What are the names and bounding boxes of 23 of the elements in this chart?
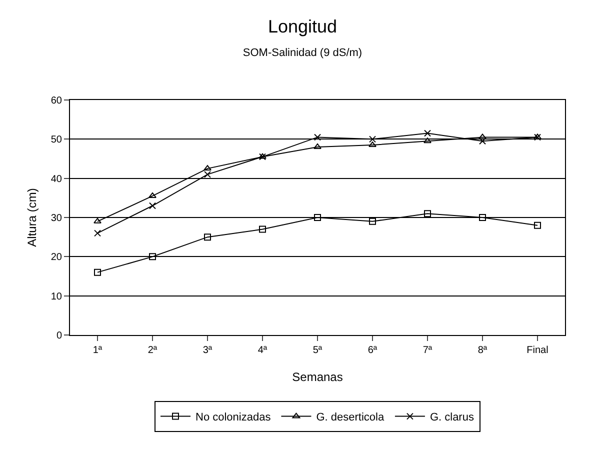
legend-label: G. clarus (430, 412, 474, 424)
y-tick-label: 0 (56, 330, 62, 342)
x-tick-label: 7ª (422, 345, 432, 356)
y-tick-label: 20 (50, 252, 62, 264)
x-tick-label: 6ª (368, 345, 378, 356)
legend-label: No colonizadas (196, 412, 272, 424)
chart-subtitle: SOM-Salinidad (9 dS/m) (242, 46, 362, 59)
y-axis-title: Altura (cm) (25, 188, 39, 247)
y-tick-label: 60 (50, 96, 62, 106)
y-tick-label: 30 (50, 213, 62, 224)
x-tick-label: 1ª (92, 345, 102, 356)
y-tick-label: 10 (50, 291, 62, 302)
y-tick-label: 40 (50, 174, 62, 185)
x-tick-label: 5ª (312, 345, 322, 356)
x-tick-label: 4ª (258, 345, 268, 356)
x-tick-label: 2ª (148, 345, 158, 356)
x-tick-label: Final (526, 345, 548, 356)
x-axis-title: Semanas (292, 370, 343, 384)
chart-title: Longitud (268, 16, 338, 37)
x-tick-label: 8ª (478, 345, 488, 356)
legend-label: G. deserticola (316, 412, 385, 424)
y-tick-label: 50 (50, 134, 62, 146)
x-tick-label: 3ª (202, 345, 212, 356)
